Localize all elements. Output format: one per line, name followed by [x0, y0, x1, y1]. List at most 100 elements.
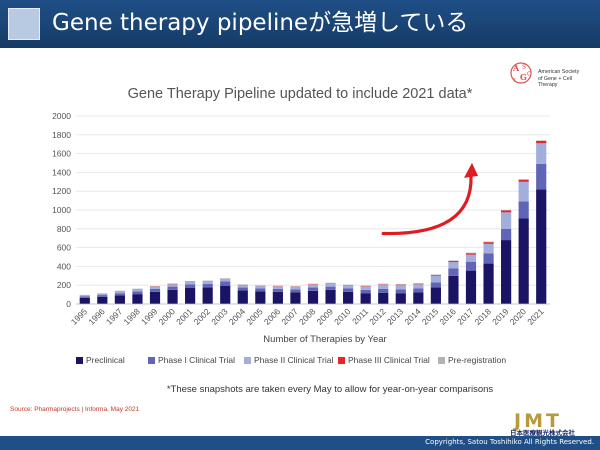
x-tick-label: 2007: [279, 306, 300, 327]
bar-segment: [237, 290, 248, 304]
bar-segment: [483, 241, 494, 243]
y-tick-label: 800: [57, 224, 71, 234]
trend-arrow: [381, 174, 473, 236]
bar-segment: [536, 189, 547, 304]
bar-segment: [413, 284, 424, 289]
bar-segment: [325, 286, 336, 290]
bar-segment: [465, 270, 477, 304]
bar-segment: [343, 285, 354, 289]
bar-segment: [518, 181, 529, 202]
y-tick-label: 600: [57, 243, 71, 253]
bar-segment: [114, 291, 125, 294]
bar-segment: [97, 293, 108, 296]
bar-segment: [149, 286, 161, 287]
bar-segment: [395, 293, 406, 304]
bar-segment: [255, 286, 266, 289]
bar-segment: [483, 253, 494, 264]
bar-segment: [79, 297, 90, 304]
bar-segment: [378, 292, 389, 304]
bar-segment: [185, 288, 196, 304]
legend-label: Pre-registration: [448, 355, 506, 365]
x-tick-label: 2000: [157, 306, 178, 327]
legend-label: Phase II Clinical Trial: [254, 355, 333, 365]
x-tick-label: 2009: [315, 306, 336, 327]
title-square-icon: [8, 8, 40, 40]
bar-segment: [518, 179, 529, 180]
bar-segment: [167, 283, 178, 284]
asgct-logo: A G S C T American Society of Gene + Cel…: [508, 60, 592, 89]
title-bar: Gene therapy pipelineが急増している: [0, 0, 600, 48]
legend-label: Phase III Clinical Trial: [348, 355, 430, 365]
bar-segment: [430, 275, 441, 283]
bar-segment: [430, 274, 441, 276]
bar-segment: [237, 285, 248, 288]
bar-segment: [501, 228, 512, 241]
bar-segment: [518, 201, 529, 219]
bar-segment: [465, 252, 477, 254]
legend-swatch: [338, 357, 345, 364]
bar-segment: [220, 285, 231, 304]
bar-segment: [448, 261, 459, 263]
bar-segment: [290, 292, 301, 304]
bar-segment: [149, 291, 161, 304]
bar-segment: [483, 242, 494, 244]
x-tick-label: 2004: [227, 306, 248, 327]
bar-segment: [413, 283, 424, 284]
bar-segment: [325, 282, 336, 284]
y-tick-label: 1200: [52, 186, 71, 196]
asgct-logo-text: American Society of Gene + Cell Therapy: [538, 69, 592, 89]
bar-segment: [360, 289, 371, 294]
bar-segment: [483, 243, 494, 254]
bar-segment: [360, 285, 371, 287]
bar-segment: [149, 288, 161, 292]
bar-segment: [536, 140, 547, 144]
x-tick-label: 2008: [297, 306, 318, 327]
y-tick-label: 400: [57, 261, 71, 271]
bar-segment: [536, 140, 547, 141]
x-tick-label: 1997: [104, 306, 125, 327]
bar-segment: [536, 143, 547, 164]
x-tick-label: 1999: [139, 306, 160, 327]
bar-segment: [343, 284, 354, 286]
x-tick-label: 2015: [420, 306, 441, 327]
bar-segment: [237, 287, 248, 291]
x-tick-label: 2017: [455, 306, 476, 327]
bar-segment: [518, 179, 529, 182]
bar-segment: [114, 293, 125, 296]
svg-text:A: A: [512, 63, 520, 73]
jmt-subtitle: 日本医療観光株式会社: [510, 429, 575, 437]
bar-segment: [430, 282, 441, 288]
bar-segment: [501, 209, 512, 211]
bar-segment: [413, 283, 424, 285]
bar-segment: [290, 286, 301, 287]
asgct-line-2: of Gene + Cell Therapy: [538, 75, 573, 89]
y-tick-label: 1400: [52, 167, 71, 177]
x-tick-label: 1996: [86, 306, 107, 327]
y-tick-label: 0: [66, 299, 71, 309]
x-tick-label: 2003: [209, 306, 230, 327]
bar-segment: [378, 288, 389, 293]
bar-segment: [395, 285, 406, 290]
bar-segment: [501, 212, 512, 229]
bar-segment: [132, 289, 143, 292]
bar-segment: [220, 279, 231, 282]
copyright: Copyrights, Satou Toshihiko All Rights R…: [425, 438, 594, 446]
bar-segment: [501, 240, 512, 304]
bar-segment: [378, 284, 389, 289]
x-tick-label: 2019: [490, 306, 511, 327]
bar-segment: [395, 289, 406, 294]
svg-text:T: T: [513, 78, 517, 84]
asgct-line-1: American Society: [538, 69, 580, 75]
bar-segment: [430, 275, 441, 276]
bar-segment: [290, 289, 301, 293]
x-tick-label: 2006: [262, 306, 283, 327]
bar-segment: [79, 296, 90, 298]
bar-segment: [448, 262, 459, 269]
jmt-logo: JMT: [512, 410, 559, 432]
bar-segment: [237, 284, 248, 285]
legend-label: Phase I Clinical Trial: [158, 355, 235, 365]
bar-segment: [413, 288, 424, 293]
bar-segment: [307, 287, 319, 291]
bar-segment: [202, 281, 213, 284]
